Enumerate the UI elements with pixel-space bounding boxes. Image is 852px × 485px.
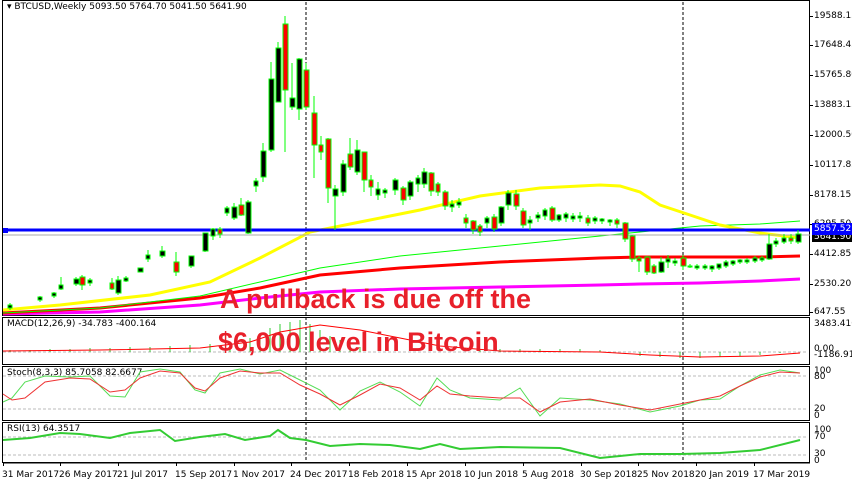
time-tick: 1 Nov 2017 xyxy=(233,470,285,480)
rsi-pane[interactable]: RSI(13) 64.3517 xyxy=(2,422,810,463)
time-tick: 5 Aug 2018 xyxy=(522,470,574,480)
rsi-axis: 100 70 30 0 xyxy=(810,422,852,466)
price-tick: 12000.50 xyxy=(814,130,852,140)
ma-red xyxy=(2,254,801,315)
price-tick: 15765.80 xyxy=(814,70,852,80)
time-tick: 20 Jan 2019 xyxy=(695,470,749,480)
ma-green xyxy=(2,220,801,314)
macd-title: MACD(12,26,9) -34.783 -400.164 xyxy=(7,319,157,329)
annotation-line-1: A pullback is due off the xyxy=(220,284,532,314)
price-tick: 17648.45 xyxy=(814,40,852,50)
rsi-tick: 30 xyxy=(814,449,826,459)
stoch-k xyxy=(2,368,801,417)
macd-signal xyxy=(2,324,801,358)
time-tick: 31 Mar 2017 xyxy=(2,470,60,480)
time-tick: 26 May 2017 xyxy=(59,470,118,480)
stoch-tick: 80 xyxy=(814,372,826,382)
stoch-tick: 0 xyxy=(814,411,820,421)
rsi-tick: 70 xyxy=(814,432,826,442)
stoch-title: Stoch(8,3,3) 85.7058 82.6677 xyxy=(7,368,143,378)
price-tick: 13883.15 xyxy=(814,100,852,110)
price-tick: 2530.20 xyxy=(814,279,852,289)
last-price-badge: 5641.90 xyxy=(812,232,852,242)
price-tick: 8178.15 xyxy=(814,190,852,200)
time-tick: 15 Sep 2017 xyxy=(175,470,233,480)
stoch-pane[interactable]: Stoch(8,3,3) 85.7058 82.6677 xyxy=(2,366,810,421)
rsi-tick: 100 xyxy=(814,425,832,435)
rsi-title: RSI(13) 64.3517 xyxy=(7,424,81,434)
macd-axis: 3483.416 0.00 -1186.912 xyxy=(810,317,852,365)
macd-tick: 0.00 xyxy=(814,344,835,354)
time-tick: 30 Sep 2018 xyxy=(580,470,638,480)
time-tick: 21 Jul 2017 xyxy=(117,470,168,480)
macd-tick: 3483.416 xyxy=(814,319,852,329)
macd-histogram xyxy=(9,320,781,358)
stoch-axis: 100 80 20 0 xyxy=(810,366,852,421)
chart-title: ▾ BTCUSD,Weekly 5093.50 5764.70 5041.50 … xyxy=(7,2,247,12)
price-tick: 19588.15 xyxy=(814,11,852,21)
time-tick: 10 Jun 2018 xyxy=(464,470,519,480)
time-tick: 17 Mar 2019 xyxy=(753,470,811,480)
stoch-tick: 20 xyxy=(814,404,826,414)
stoch-d xyxy=(2,370,801,413)
price-tick: 10117.85 xyxy=(814,160,852,170)
price-tick: 647.55 xyxy=(814,307,846,317)
ma-magenta xyxy=(2,277,801,316)
time-tick: 15 Apr 2018 xyxy=(406,470,462,480)
candles xyxy=(7,16,802,310)
macd-tick: -1186.912 xyxy=(814,350,852,360)
time-tick: 25 Nov 2018 xyxy=(637,470,695,480)
ma-yellow xyxy=(2,183,801,312)
rsi-tick: 0 xyxy=(814,456,820,466)
rsi-line xyxy=(2,428,801,460)
time-tick: 24 Dec 2017 xyxy=(290,470,348,480)
price-tick: 4412.85 xyxy=(814,249,852,259)
stoch-tick: 100 xyxy=(814,366,832,376)
annotation-line-2: $6,000 level in Bitcoin xyxy=(218,327,499,357)
current-price-badge: 5857.52 xyxy=(812,223,852,235)
macd-pane[interactable]: MACD(12,26,9) -34.783 -400.164 xyxy=(2,317,810,365)
price-axis: 19588.15 17648.45 15765.80 13883.15 1200… xyxy=(810,0,852,317)
price-pane[interactable]: ▾ BTCUSD,Weekly 5093.50 5764.70 5041.50 … xyxy=(2,0,810,316)
time-tick: 18 Feb 2018 xyxy=(348,470,405,480)
